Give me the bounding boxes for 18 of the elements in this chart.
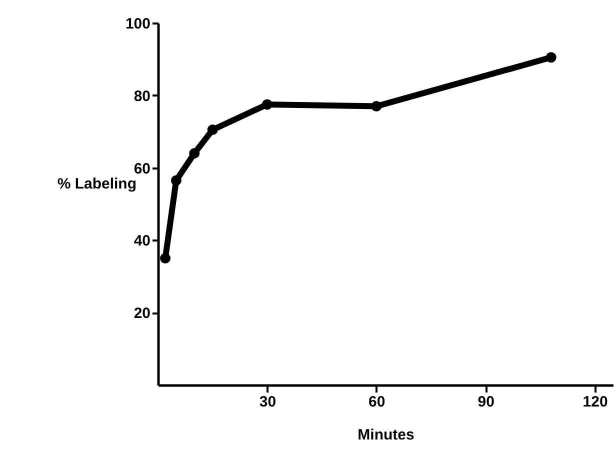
y-tick-label: 40 [134, 232, 150, 250]
point [160, 253, 171, 264]
y-axis-title: % Labeling [57, 176, 136, 192]
point [262, 99, 272, 110]
point [371, 101, 382, 112]
point [170, 175, 182, 186]
x-tick-label: 90 [478, 394, 494, 410]
point [546, 52, 556, 63]
point [207, 124, 218, 136]
x-tick-label: 60 [368, 394, 386, 410]
x-tick-label: 120 [582, 394, 608, 410]
x-axis-title: Minutes [358, 426, 414, 444]
y-tick-label: 20 [134, 305, 150, 322]
point [189, 148, 200, 159]
x-tick-label: 30 [259, 394, 276, 410]
y-tick-label: 60 [134, 160, 150, 178]
y-tick-label: 100 [125, 16, 150, 32]
y-tick-label: 80 [134, 88, 150, 105]
